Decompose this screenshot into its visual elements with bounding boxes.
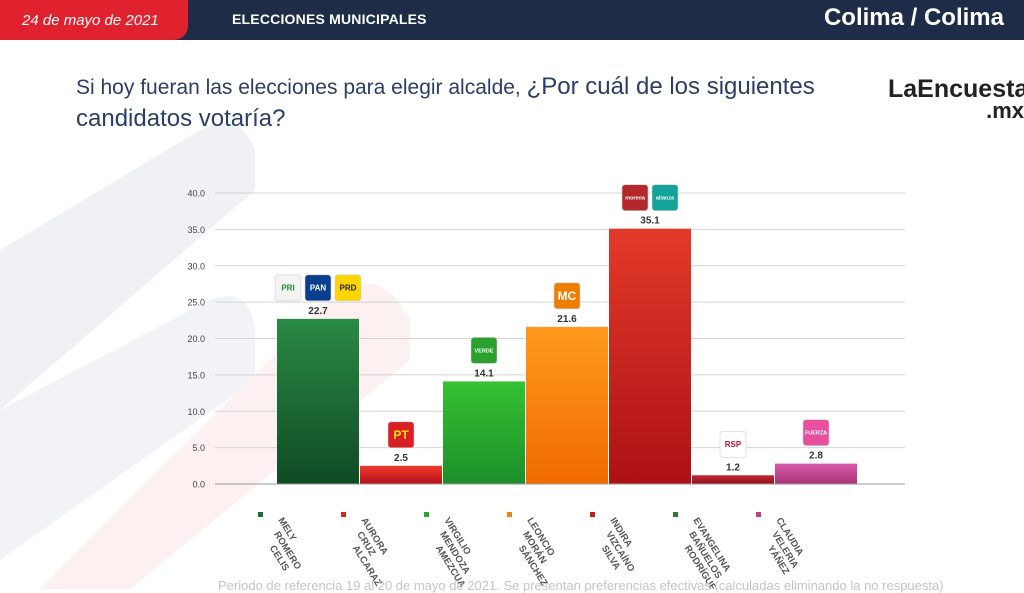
legend-marker	[424, 512, 429, 517]
party-logo-text: RSP	[725, 440, 742, 449]
party-logo-text: MC	[558, 289, 577, 303]
bar	[692, 475, 774, 484]
section-title: ELECCIONES MUNICIPALES	[232, 11, 427, 27]
value-label: 14.1	[474, 368, 494, 379]
date-badge: 24 de mayo de 2021	[0, 0, 188, 40]
value-label: 1.2	[726, 462, 740, 473]
bar	[609, 228, 691, 484]
party-logo-icon	[651, 184, 679, 211]
brand-line-2: .mx	[986, 98, 1024, 123]
party-logo-text: PT	[393, 428, 409, 442]
legend-marker	[673, 512, 678, 517]
bar	[443, 381, 525, 484]
y-tick-label: 5.0	[192, 443, 205, 453]
party-logo-icon	[553, 282, 581, 310]
y-tick-label: 25.0	[187, 298, 205, 308]
party-logo-icon	[304, 274, 332, 302]
party-logo-icon	[387, 421, 415, 449]
party-logo-text: PRD	[340, 284, 357, 293]
y-tick-label: 10.0	[187, 407, 205, 417]
y-tick-label: 20.0	[187, 334, 205, 344]
bar	[775, 463, 857, 484]
y-tick-label: 35.0	[187, 225, 205, 235]
legend-marker	[756, 512, 761, 517]
y-tick-label: 15.0	[187, 370, 205, 380]
brand-logo: LaEncuesta .mx	[888, 75, 1024, 123]
party-logo-text: PRI	[281, 284, 294, 293]
question-part-2: ¿Por cuál de los siguientes candidatos v…	[76, 73, 815, 132]
value-label: 2.5	[394, 453, 408, 464]
legend-marker	[258, 512, 263, 517]
party-logo-text: FUERZA	[805, 430, 827, 436]
party-logo-icon	[470, 337, 498, 364]
y-tick-label: 0.0	[192, 480, 205, 490]
value-label: 22.7	[308, 306, 328, 317]
date-text: 24 de mayo de 2021	[22, 11, 159, 29]
legend-marker	[341, 512, 346, 517]
y-tick-label: 40.0	[187, 189, 205, 199]
bar	[526, 326, 608, 484]
brand-line-1: LaEncuesta	[888, 75, 1024, 103]
party-logo-text: alianza	[656, 195, 675, 201]
legend-marker	[590, 512, 595, 517]
party-logo-text: morena	[625, 195, 646, 201]
value-label: 21.6	[557, 314, 577, 325]
location-title: Colima / Colima	[823, 4, 1004, 31]
legend-marker	[507, 512, 512, 517]
value-label: 35.1	[640, 216, 660, 227]
party-logo-icon	[334, 274, 362, 302]
party-logo-icon	[621, 184, 649, 211]
party-logo-icon	[802, 419, 830, 446]
party-logo-text: VERDE	[475, 348, 494, 354]
x-tick-label: CLAUDIAVELERIAYÁÑEZ	[755, 516, 810, 577]
x-tick-label: MELYROMEROCELIS	[257, 516, 313, 578]
question-part-1: Si hoy fueran las elecciones para elegir…	[76, 76, 527, 99]
bar	[277, 318, 359, 484]
party-logo-text: PAN	[310, 284, 327, 293]
value-label: 2.8	[809, 451, 823, 462]
party-logo-icon	[274, 274, 302, 302]
x-tick-label: INDIRAVIZCAÍNOSILVA	[589, 516, 646, 580]
y-tick-label: 30.0	[187, 261, 205, 271]
bar	[360, 465, 442, 484]
party-logo-icon	[719, 430, 747, 458]
footnote: Periodo de referencia 19 al 20 de mayo d…	[218, 578, 944, 593]
survey-question: Si hoy fueran las elecciones para elegir…	[76, 72, 876, 136]
